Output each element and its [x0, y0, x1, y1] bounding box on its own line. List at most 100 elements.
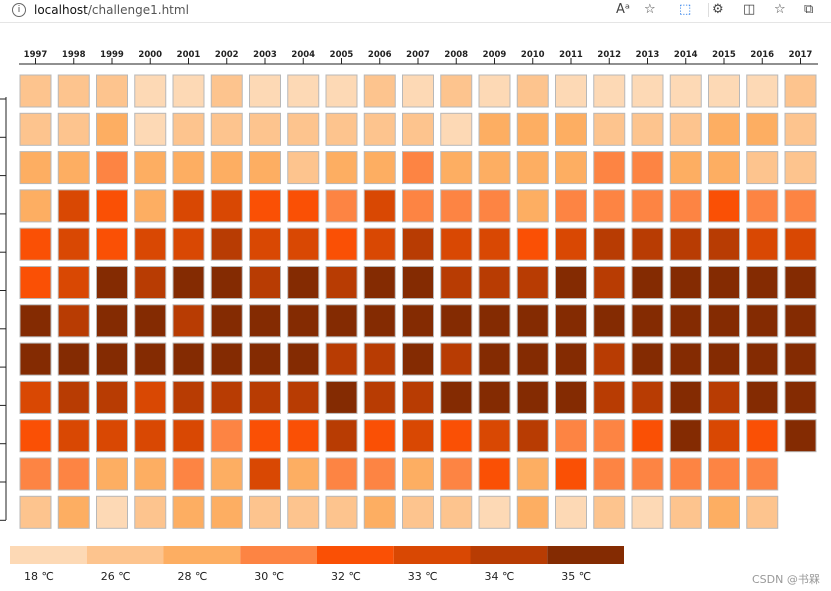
heatmap-cell [708, 342, 740, 376]
heatmap-cell [516, 227, 549, 261]
heatmap-cell [96, 151, 128, 185]
watermark: CSDN @书槑 [752, 573, 820, 586]
heatmap-cell [631, 495, 664, 529]
heatmap-cell [516, 342, 549, 376]
legend-label: 18 ℃ [24, 570, 54, 583]
heatmap-cell [249, 380, 281, 414]
heatmap-cell [19, 380, 52, 414]
heatmap-cell [172, 342, 205, 376]
legend-swatch [317, 546, 394, 564]
heatmap-cell [325, 227, 358, 261]
x-tick-label: 1999 [100, 50, 124, 60]
heatmap-cell [478, 227, 511, 261]
heatmap-cell [440, 266, 473, 299]
toolbar-divider-line [0, 22, 831, 23]
heatmap-cell [631, 457, 664, 491]
heatmap-cell [172, 380, 205, 414]
heatmap-cell [96, 380, 128, 414]
heatmap-cell [440, 227, 473, 261]
heatmap-cell [210, 227, 243, 261]
heatmap-cell [363, 419, 396, 453]
heatmap-cell [172, 112, 205, 146]
heatmap-cell [57, 304, 90, 338]
site-info-icon[interactable]: i [12, 3, 26, 17]
heatmap-cell [210, 495, 243, 529]
heatmap-cell [708, 112, 740, 146]
heatmap-cell [134, 419, 167, 453]
heatmap-cell [555, 457, 587, 491]
heatmap-cell [19, 227, 52, 261]
heatmap-cell [555, 495, 587, 529]
heatmap-cell [669, 342, 702, 376]
heatmap-cell [134, 151, 167, 185]
heatmap-cell [363, 457, 396, 491]
heatmap-cell [516, 380, 549, 414]
heatmap-cell [402, 457, 434, 491]
heatmap-cell [593, 189, 626, 223]
heatmap-cell [708, 380, 740, 414]
heatmap-cell [402, 189, 434, 223]
heatmap-cell [134, 457, 167, 491]
heatmap-cell [363, 304, 396, 338]
heatmap-cell [746, 74, 779, 108]
heatmap-cell [172, 189, 205, 223]
heatmap-cell [402, 151, 434, 185]
heatmap-cell [631, 74, 664, 108]
x-tick-label: 2003 [253, 50, 277, 60]
heatmap-cell [363, 227, 396, 261]
x-tick-label: 2001 [177, 50, 201, 60]
x-tick-label: 2008 [444, 50, 468, 60]
heatmap-cell [19, 419, 52, 453]
heatmap-cell [440, 457, 473, 491]
heatmap-cell [478, 151, 511, 185]
favorite-add-icon[interactable]: ☆ [644, 2, 656, 17]
heatmap-cell [593, 457, 626, 491]
extensions-icon[interactable]: ⚙ [712, 2, 724, 17]
heatmap-cell [440, 342, 473, 376]
heatmap-cell [57, 419, 90, 453]
heatmap-cell [478, 266, 511, 299]
heatmap-cell [555, 151, 587, 185]
heatmap-cell [746, 112, 779, 146]
heatmap-cell [708, 419, 740, 453]
y-axis [0, 97, 7, 521]
heatmap-cell [19, 342, 52, 376]
legend-swatch [547, 546, 624, 564]
x-tick-label: 2013 [636, 50, 660, 60]
heatmap-cell [19, 457, 52, 491]
x-tick-label: 1998 [62, 50, 86, 60]
heatmap-cell [134, 304, 167, 338]
heatmap-cell [784, 227, 817, 261]
x-tick-label: 2006 [368, 50, 392, 60]
heatmap-cell [746, 380, 779, 414]
collections-icon[interactable]: ⧉ [804, 2, 814, 17]
address-bar[interactable]: localhost/challenge1.html [34, 3, 189, 17]
heatmap-cell [172, 74, 205, 108]
heatmap-cell [478, 457, 511, 491]
heatmap-cell [249, 419, 281, 453]
read-aloud-icon[interactable]: Aᵃ [616, 2, 630, 17]
heatmap-cell [325, 74, 358, 108]
heatmap-cell [593, 227, 626, 261]
heatmap-cell [669, 419, 702, 453]
heatmap-cell [402, 112, 434, 146]
heatmap-cell [19, 151, 52, 185]
toolbar-divider [708, 3, 709, 17]
heatmap-cell [708, 227, 740, 261]
x-tick-label: 2010 [521, 50, 545, 60]
heatmap-cell [478, 112, 511, 146]
heatmap-cell [669, 112, 702, 146]
heatmap-cell [134, 74, 167, 108]
favorites-icon[interactable]: ☆ [774, 2, 786, 17]
heatmap-cell [287, 151, 320, 185]
heatmap-cell [402, 495, 434, 529]
x-tick-label: 2017 [789, 50, 813, 60]
x-tick-label: 2012 [597, 50, 621, 60]
screenshot-icon[interactable]: ⬚ [679, 2, 692, 17]
heatmap-cell [746, 495, 779, 529]
heatmap-cell [669, 304, 702, 338]
heatmap-cell [96, 112, 128, 146]
heatmap-cell [363, 342, 396, 376]
split-screen-icon[interactable]: ◫ [743, 2, 756, 17]
legend-swatch [470, 546, 548, 564]
